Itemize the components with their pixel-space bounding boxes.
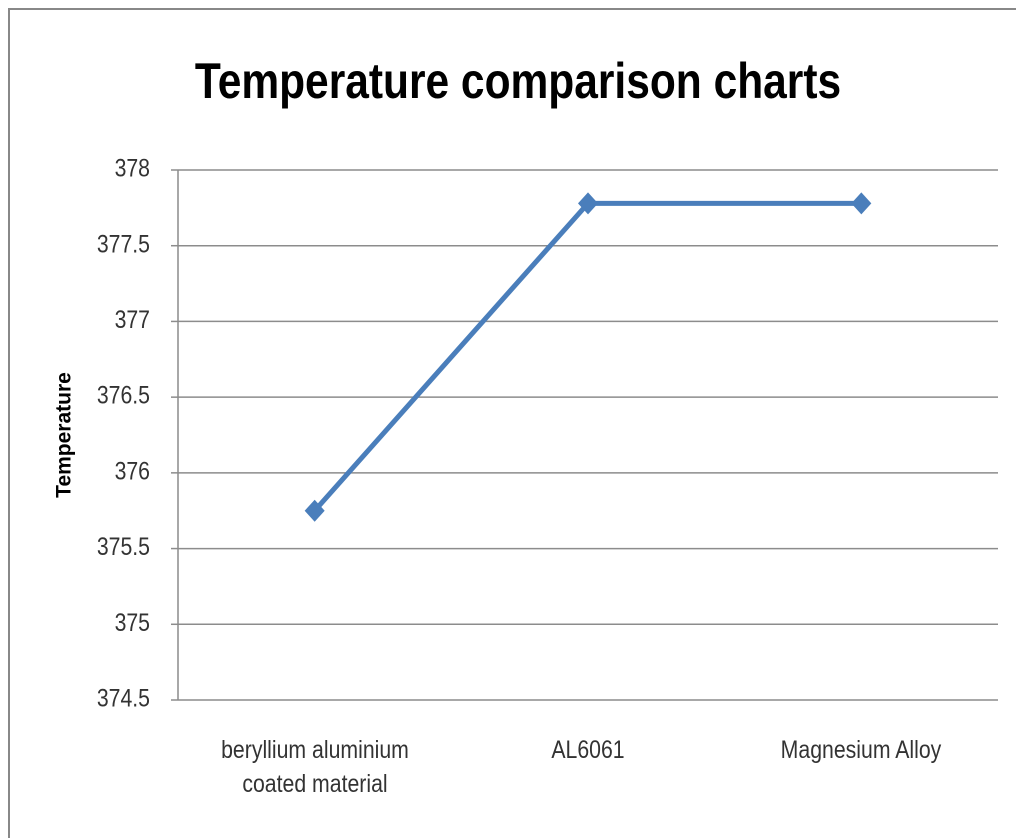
x-tick-label: Magnesium Alloy (781, 736, 942, 764)
y-tick-label: 376.5 (97, 381, 150, 409)
marker (578, 192, 598, 215)
y-tick-label: 375.5 (97, 533, 150, 561)
chart-frame (8, 8, 1016, 838)
y-tick-label: 378 (115, 154, 150, 182)
y-axis-label: Temperature (53, 372, 76, 498)
y-tick-label: 375 (115, 608, 150, 636)
x-tick-label: AL6061 (551, 736, 625, 764)
marker (851, 192, 872, 215)
y-tick-label: 376 (115, 457, 150, 485)
chart-title: Temperature comparison charts (195, 53, 841, 109)
marker (304, 499, 325, 522)
x-tick-label: beryllium aluminium coated material (220, 736, 409, 798)
y-tick-label: 377.5 (97, 230, 150, 258)
y-tick-label: 377 (115, 305, 150, 333)
y-tick-label: 374.5 (97, 684, 150, 712)
